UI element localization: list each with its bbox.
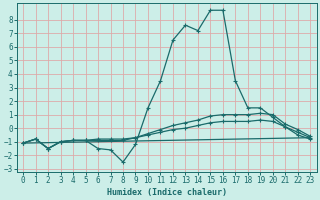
X-axis label: Humidex (Indice chaleur): Humidex (Indice chaleur) [107, 188, 227, 197]
